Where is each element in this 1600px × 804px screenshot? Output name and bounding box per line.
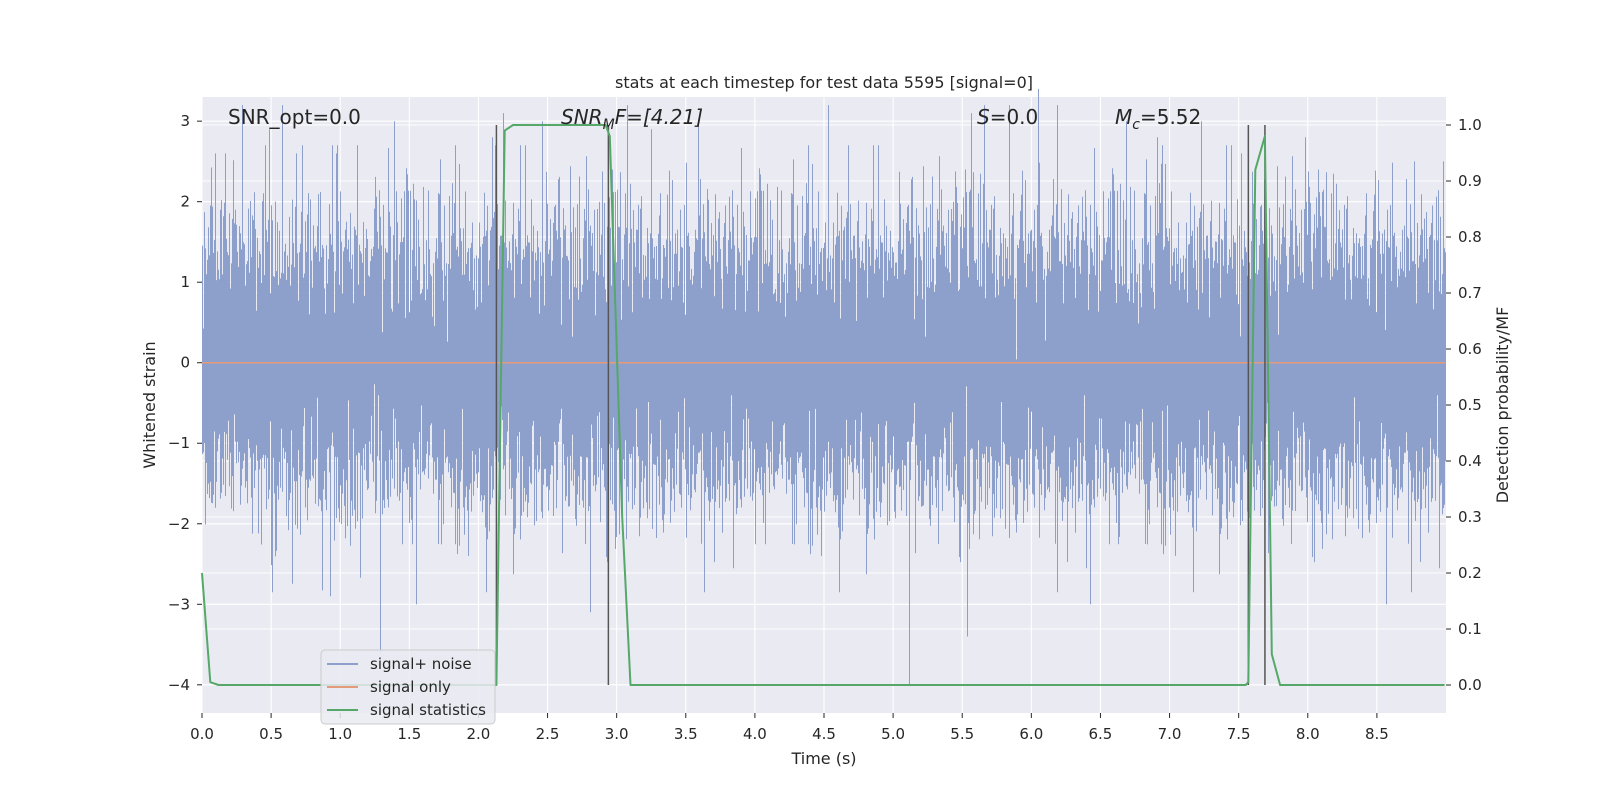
x-tick-label: 2.5 [536,725,560,743]
annotation-s-symbol: S [977,105,990,129]
y-tick-label: 2 [180,193,190,211]
y-tick-label: 1 [180,273,190,291]
y2-tick-label: 0.2 [1458,564,1482,582]
x-tick-label: 1.0 [328,725,352,743]
x-tick-label: 5.5 [950,725,974,743]
x-tick-label: 8.5 [1365,725,1389,743]
x-tick-label: 4.0 [743,725,767,743]
annotation-mc: Mc=5.52 [1115,105,1201,133]
annotation-s: S=0.0 [977,105,1038,129]
y-tick-label: 0 [180,354,190,372]
x-tick-label: 3.5 [674,725,698,743]
annotation-snr-mf-symbol: SNR [561,105,603,129]
x-tick-label: 4.5 [812,725,836,743]
legend-label-signal-only: signal only [370,678,451,696]
y-axis-ticks: −4 −3 −2 −1 0 1 2 3 [168,112,202,694]
y2-tick-label: 0.3 [1458,508,1482,526]
x-tick-label: 2.0 [467,725,491,743]
legend-label-signal-statistics: signal statistics [370,701,486,719]
x-axis-title: Time (s) [790,749,856,768]
y2-tick-label: 0.8 [1458,228,1482,246]
y2-axis-ticks: 0.0 0.1 0.2 0.3 0.4 0.5 0.6 0.7 0.8 0.9 1.0 [1446,116,1482,694]
legend-label-signal-noise: signal+ noise [370,655,472,673]
y-axis-title: Whitened strain [140,341,159,468]
y2-tick-label: 0.1 [1458,620,1482,638]
y2-tick-label: 0.4 [1458,452,1482,470]
y2-tick-label: 1.0 [1458,116,1482,134]
y2-tick-label: 0.6 [1458,340,1482,358]
x-tick-label: 7.0 [1158,725,1182,743]
x-tick-label: 5.0 [881,725,905,743]
x-axis-ticks: 0.0 0.5 1.0 1.5 2.0 2.5 3.0 3.5 4.0 4.5 5.0 5.5 6.0 6… [190,713,1389,743]
annotation-mc-subscript: c [1132,117,1140,133]
y-tick-label: −3 [168,595,190,613]
legend: signal+ noise signal only signal statist… [320,649,496,725]
y2-tick-label: 0.5 [1458,396,1482,414]
annotation-s-value: =0.0 [990,105,1039,129]
x-tick-label: 7.5 [1227,725,1251,743]
x-tick-label: 8.0 [1296,725,1320,743]
annotation-snr-opt: SNR_opt=0.0 [228,105,361,129]
annotation-snr-mf-subscript: M [603,117,615,133]
y-tick-label: −2 [168,515,190,533]
x-tick-label: 6.5 [1089,725,1113,743]
y-tick-label: −4 [168,676,190,694]
x-tick-label: 0.0 [190,725,214,743]
annotation-snr-mf-rest: F=[4.21] [615,105,703,129]
x-tick-label: 3.0 [605,725,629,743]
x-tick-label: 1.5 [397,725,421,743]
y-tick-label: 3 [180,112,190,130]
vertical-markers [495,125,1266,685]
annotations: SNR_opt=0.0 SNRMF=[4.21] S=0.0 Mc=5.52 [228,105,1201,133]
legend-box [320,649,496,725]
x-tick-label: 6.0 [1019,725,1043,743]
series-signal-noise [202,88,1446,685]
annotation-mc-symbol: M [1115,105,1132,129]
y-tick-label: −1 [168,434,190,452]
x-tick-label: 0.5 [259,725,283,743]
annotation-snr-mf: SNRMF=[4.21] [561,105,703,133]
signal-noise-line [202,88,1446,685]
y2-axis-title: Detection probability/MF [1493,307,1512,504]
y2-tick-label: 0.7 [1458,284,1482,302]
y2-tick-label: 0.0 [1458,676,1482,694]
y2-tick-label: 0.9 [1458,172,1482,190]
annotation-mc-value: =5.52 [1140,105,1201,129]
chart-title: stats at each timestep for test data 559… [615,73,1033,92]
